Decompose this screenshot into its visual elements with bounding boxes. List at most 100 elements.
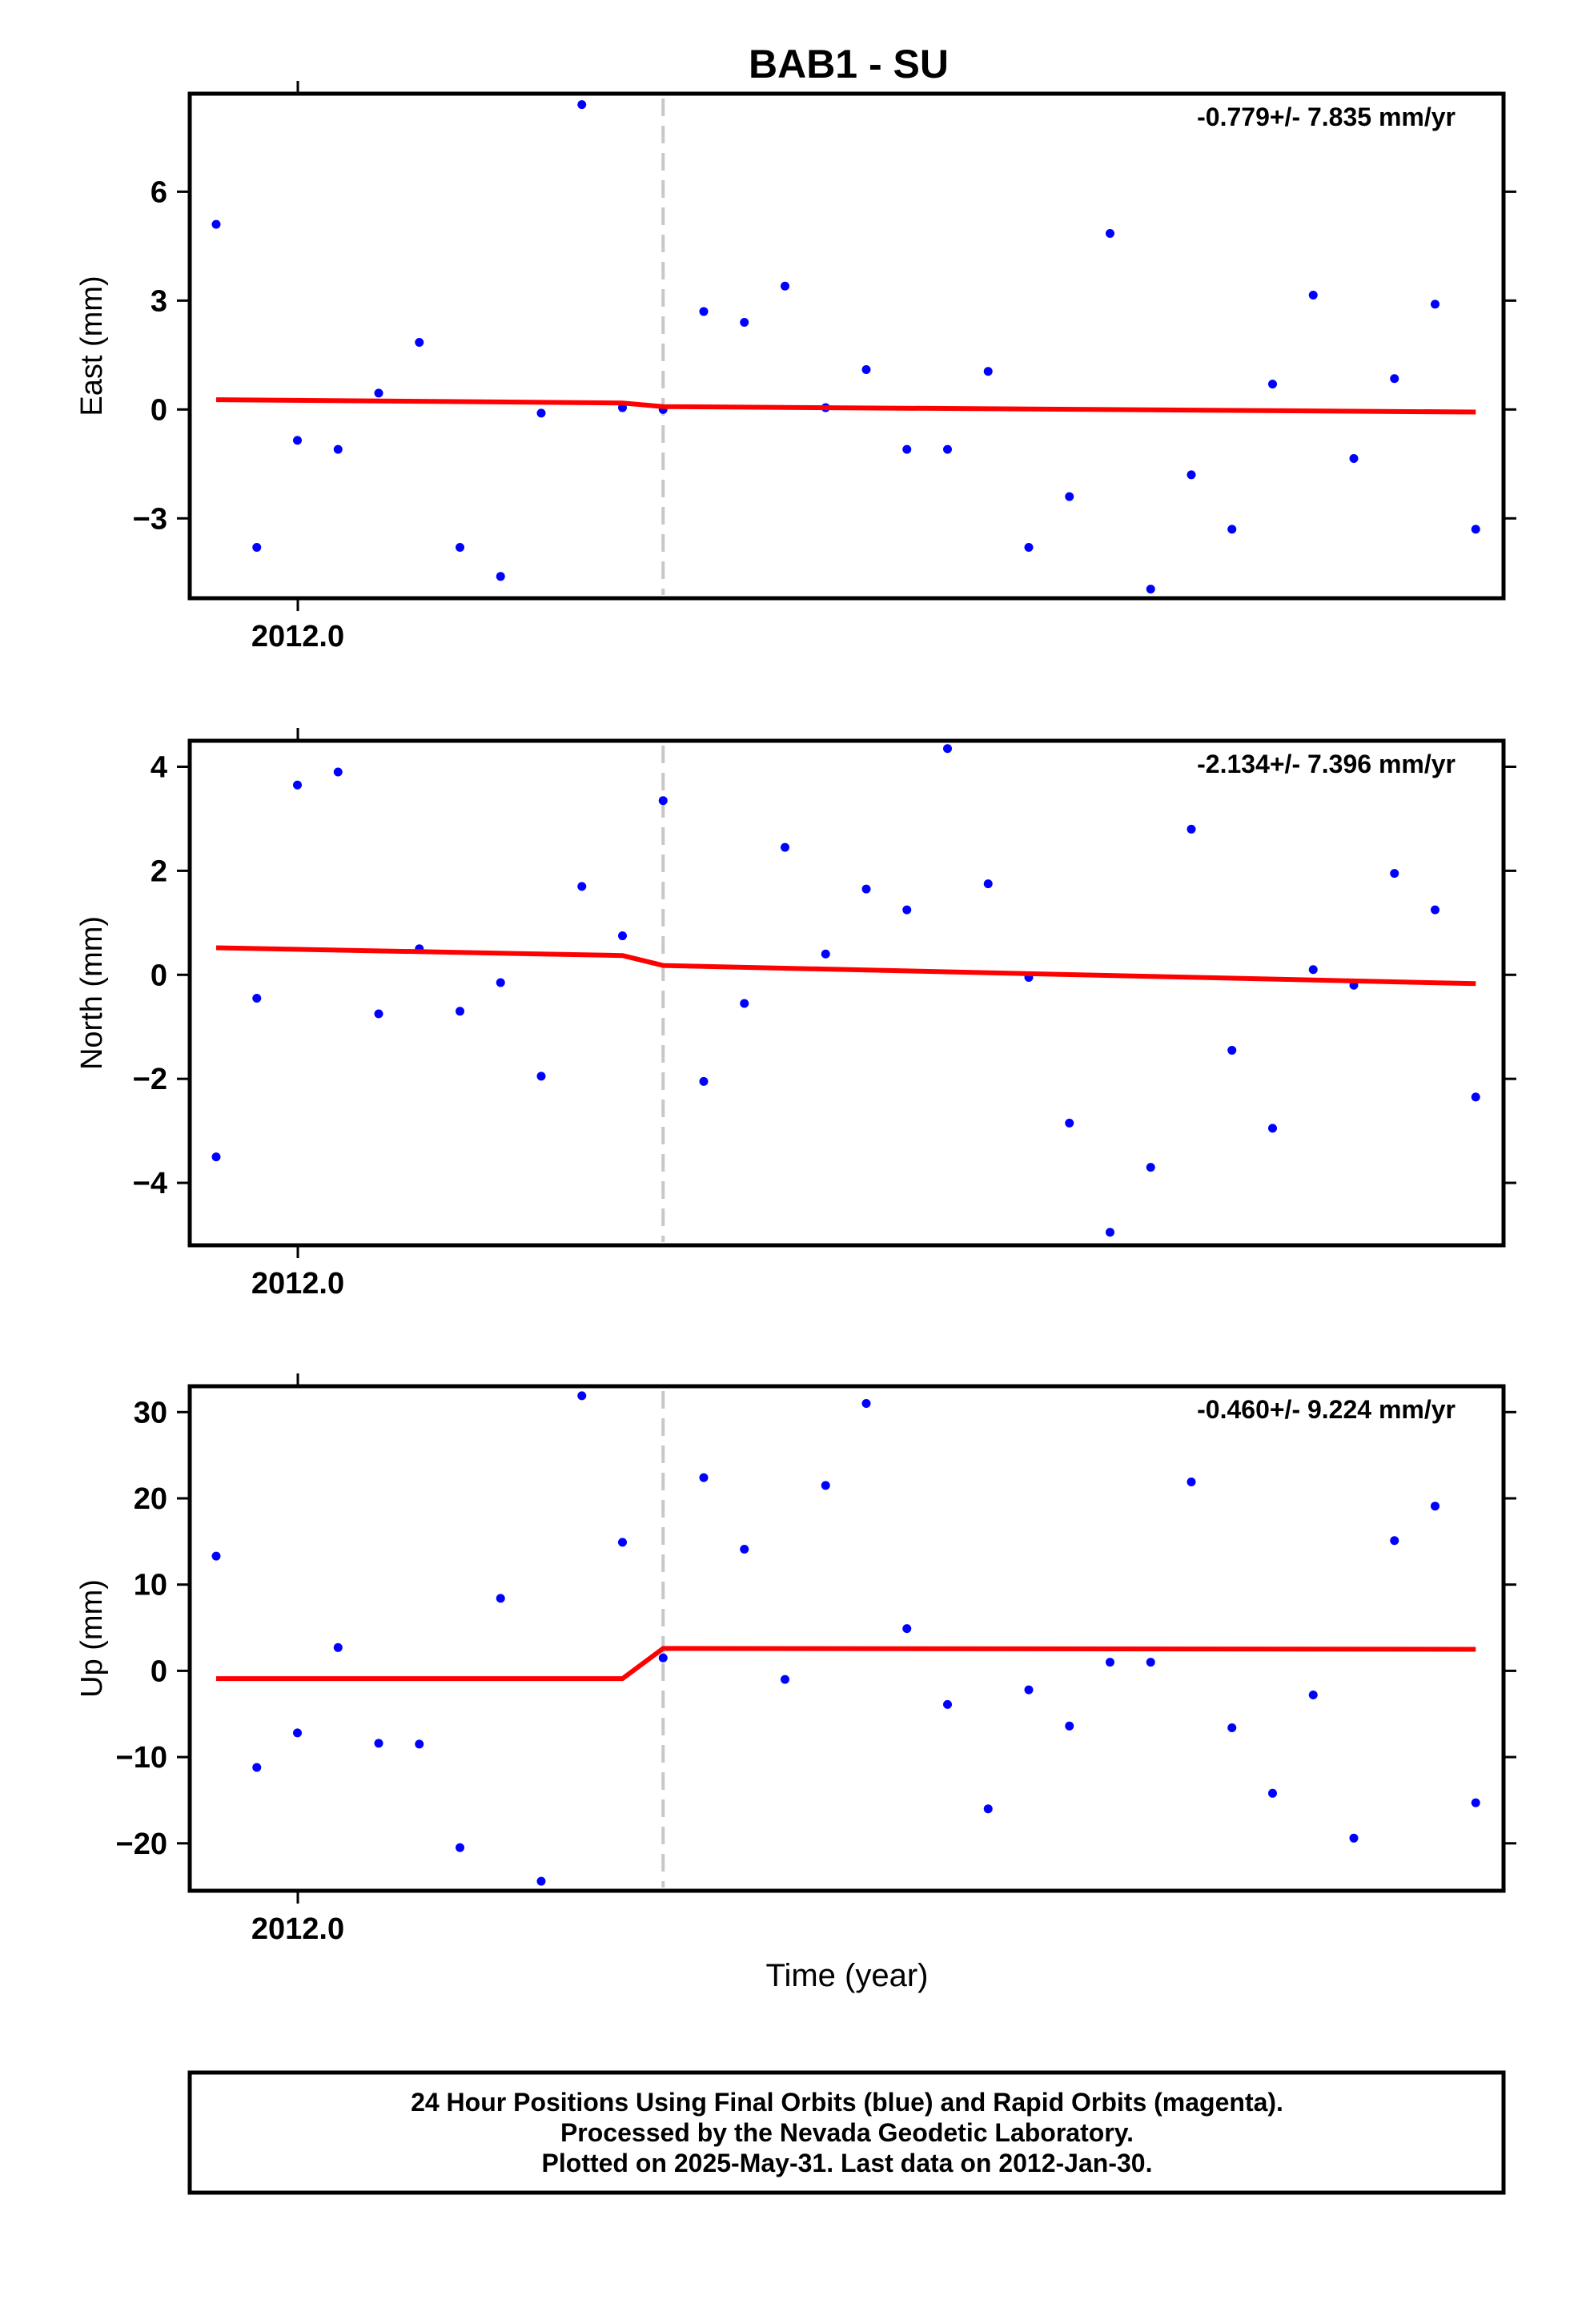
data-point	[1146, 585, 1155, 594]
data-point	[1227, 1045, 1237, 1055]
points-north	[211, 744, 1480, 1237]
model-line-north	[215, 945, 1476, 987]
data-point	[1471, 1092, 1480, 1102]
data-point	[1390, 869, 1399, 879]
data-point	[1390, 1536, 1399, 1546]
data-point	[456, 543, 464, 553]
data-point	[699, 307, 709, 316]
data-point	[333, 444, 343, 454]
plot-frame-north	[187, 738, 1506, 1248]
y-tick-label: −4	[133, 1167, 167, 1200]
y-tick-label: 30	[134, 1396, 167, 1429]
data-point	[415, 1739, 424, 1749]
data-point	[1471, 1798, 1480, 1807]
data-point	[740, 1545, 749, 1554]
data-point	[252, 993, 262, 1003]
data-point	[1024, 1685, 1034, 1695]
data-point	[861, 364, 871, 374]
data-point	[1349, 1833, 1359, 1843]
data-point	[1146, 1658, 1155, 1667]
x-axis-label: Time (year)	[766, 1958, 929, 1993]
data-point	[536, 1876, 546, 1886]
data-point	[252, 543, 262, 553]
data-point	[1106, 228, 1114, 238]
data-point	[1227, 1723, 1237, 1732]
panel-north: 4 2 0 −2 −4 2012.0 North (mm) -2.134+/- 7.396 m…	[75, 728, 1516, 1301]
data-point	[496, 1594, 505, 1603]
data-point	[1065, 492, 1074, 501]
y-tick-label: −10	[116, 1741, 167, 1775]
footer-frame	[187, 2070, 1506, 2195]
data-point	[536, 1072, 546, 1081]
y-axis-label: East (mm)	[75, 275, 109, 416]
data-point	[943, 1699, 952, 1709]
points-east	[211, 100, 1480, 594]
plot-frame-up	[187, 1384, 1506, 1893]
points-up	[211, 1391, 1480, 1886]
data-point	[577, 100, 587, 110]
y-tick-label: 6	[151, 175, 167, 209]
data-point	[1390, 374, 1399, 384]
y-tick-label: 2	[151, 854, 167, 888]
data-point	[781, 281, 789, 291]
data-point	[983, 879, 993, 889]
footer-box: 24 Hour Positions Using Final Orbits (bl…	[187, 2070, 1506, 2195]
data-point	[943, 744, 952, 754]
data-point	[293, 780, 302, 790]
rate-annotation: -0.460+/- 9.224 mm/yr	[1197, 1395, 1456, 1424]
y-tick-label: 0	[151, 1655, 167, 1688]
data-point	[1431, 905, 1439, 915]
data-point	[740, 999, 749, 1008]
data-point	[1186, 824, 1196, 834]
y-tick-label: 10	[134, 1569, 167, 1602]
data-point	[902, 1624, 912, 1634]
data-point	[374, 1009, 383, 1019]
data-point	[821, 949, 830, 959]
y-axis-label: North (mm)	[75, 916, 109, 1070]
data-point	[1186, 1478, 1196, 1487]
data-point	[902, 444, 912, 454]
data-point	[577, 882, 587, 891]
data-point	[699, 1473, 709, 1482]
data-point	[374, 388, 383, 398]
data-point	[781, 1675, 789, 1684]
y-axis-label: Up (mm)	[75, 1579, 109, 1698]
data-point	[293, 436, 302, 445]
plot-frame-east	[187, 91, 1506, 601]
y-tick-label: 0	[151, 959, 167, 992]
x-tick-label: 2012.0	[251, 1267, 344, 1301]
data-point	[1268, 380, 1277, 389]
data-point	[618, 1538, 627, 1547]
data-point	[1024, 543, 1034, 553]
x-tick-label: 2012.0	[251, 1912, 344, 1946]
model-line-east	[215, 397, 1476, 415]
data-point	[1106, 1658, 1114, 1667]
y-tick-label: 20	[134, 1482, 167, 1516]
data-point	[1308, 291, 1318, 300]
rate-annotation: -2.134+/- 7.396 mm/yr	[1197, 750, 1456, 778]
data-point	[781, 842, 789, 852]
data-point	[861, 884, 871, 894]
data-point	[902, 905, 912, 915]
footer-line-1: 24 Hour Positions Using Final Orbits (bl…	[411, 2088, 1283, 2117]
data-point	[618, 931, 627, 941]
data-point	[1471, 525, 1480, 534]
footer-line-2: Processed by the Nevada Geodetic Laborat…	[560, 2118, 1134, 2147]
data-point	[1268, 1788, 1277, 1798]
model-line-up	[216, 1646, 1476, 1682]
data-point	[333, 767, 343, 777]
data-point	[577, 1391, 587, 1401]
data-point	[1065, 1118, 1074, 1128]
data-point	[983, 1804, 993, 1814]
y-tick-label: 4	[151, 750, 167, 784]
data-point	[658, 1653, 668, 1663]
data-point	[699, 1076, 709, 1086]
data-point	[658, 796, 668, 806]
panel-up: 30 20 10 0 −10 −20 2012.0 Up (mm) -0.460+/- 9.22…	[75, 1373, 1516, 1946]
data-point	[536, 408, 546, 418]
chart-title: BAB1 - SU	[749, 42, 949, 86]
data-point	[943, 444, 952, 454]
data-point	[1065, 1721, 1074, 1731]
y-tick-label: −2	[133, 1063, 167, 1096]
